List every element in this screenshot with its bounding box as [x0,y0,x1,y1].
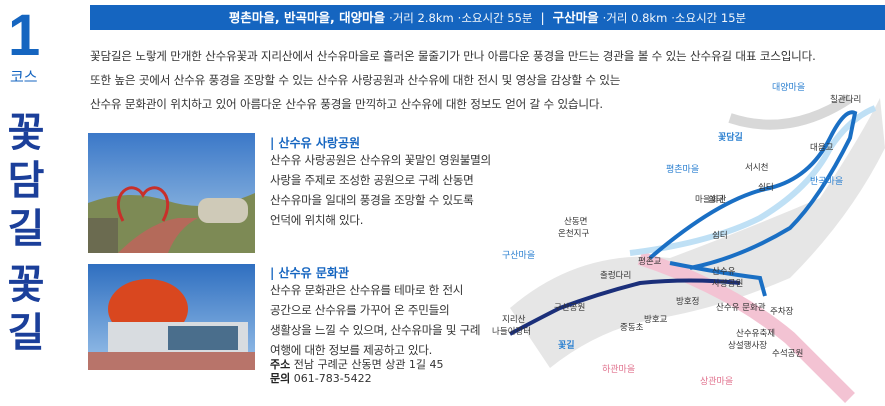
address: 전남 구례군 산동면 상관 1길 45 [293,358,444,371]
photo-museum [88,264,255,370]
map-label: 평촌교 [638,256,662,267]
title-char: 길 [7,205,45,252]
time: ·소요시간 55분 [457,11,533,25]
text-line: 사랑을 주제로 조성한 공원으로 구례 산동면 [270,173,474,187]
route: 평촌마을, 반곡마을, 대양마을 [228,10,386,25]
photo-park [88,133,255,253]
title-char: 길 [7,309,45,356]
map-label: 상설행사장 [728,340,767,351]
intro-line: 또한 높은 곳에서 산수유 풍경을 조망할 수 있는 산수유 사랑공원과 산수유… [90,73,621,87]
section-text: 산수유 문화관은 산수유를 테마로 한 전시 공간으로 산수유를 가꾸어 온 주… [270,280,481,360]
map-label: 칠관다리 [830,94,861,105]
map-label: 서시천 [745,162,768,173]
title-char: 담 [7,157,45,204]
map-label: 반곡마을 [810,176,843,187]
text-line: 공간으로 산수유를 가꾸어 온 주민들의 [270,303,450,317]
map-label: 나들이장터 [492,326,531,337]
route-map: 대양마을칠관다리꽃담길서시천대음교평촌마을마을회관쉼터쉼터반곡마을산동면온천지구… [492,82,885,403]
distance: ·거리 2.8km [389,11,454,25]
title-char: 꽃 [7,109,45,156]
map-label: 쉼터 [708,194,724,205]
map-label: 방호정 [676,296,699,307]
map-label: 사랑공원 [712,278,743,289]
map-label: 마을회관 [695,194,726,205]
contact: 061-783-5422 [293,372,372,385]
section-heading: | 산수유 문화관 [270,266,349,280]
text-line: 산수유 사랑공원은 산수유의 꽃말인 영원불멸의 [270,153,491,167]
map-label: 쉼터 [712,230,728,241]
map-label: 지리산 [502,314,526,325]
intro: 꽃담길은 노랗게 만개한 산수유꽃과 지리산에서 산수유마을로 흘러온 물줄기가… [90,44,816,116]
map-label: 대양마을 [772,82,805,93]
info-bar: 평촌마을, 반곡마을, 대양마을 ·거리 2.8km ·소요시간 55분 | 구… [90,5,885,30]
map-label: 꽃길 [558,339,575,351]
text-line: 산수유마을 일대의 풍경을 조망할 수 있도록 [270,193,474,207]
section-text: 산수유 사랑공원은 산수유의 꽃말인 영원불멸의 사랑을 주제로 조성한 공원으… [270,150,491,230]
map-label: 구산공원 [554,302,585,313]
map-label: 출렁다리 [600,270,631,281]
map-label: 상관마을 [700,376,733,387]
address-block: 주소 전남 구례군 산동면 상관 1길 45 문의 061-783-5422 [270,358,444,386]
distance: ·거리 0.8km [602,11,668,25]
separator: | [540,10,545,25]
map-label: 수석공원 [772,348,803,359]
address-label: 주소 [270,358,291,371]
map-label: 산동면 [564,216,587,227]
map-label: 중동초 [620,323,644,333]
map-label: 하관마을 [602,364,635,375]
title-char: 꽃 [7,261,45,308]
map-label: 온천지구 [558,228,589,239]
route: 구산마을 [552,10,599,25]
map-label: 방호교 [644,314,668,325]
map-label: 산수유 문화관 [716,302,766,313]
course-number: 1 [8,3,40,68]
map-label: 대음교 [810,143,834,153]
text-line: 여행에 대한 정보를 제공하고 있다. [270,343,433,357]
intro-line: 꽃담길은 노랗게 만개한 산수유꽃과 지리산에서 산수유마을로 흘러온 물줄기가… [90,49,816,63]
course-label: 코스 [10,68,38,86]
map-label: 구산마을 [502,250,535,261]
map-label: 산수유 [712,266,736,277]
section-heading: | 산수유 사랑공원 [270,136,361,150]
map-label: 산수유축제 [736,328,775,339]
text-line: 언덕에 위치해 있다. [270,213,364,227]
map-label: 꽃담길 [718,131,743,143]
text-line: 생활상을 느낄 수 있으며, 산수유마을 및 구례 [270,323,481,337]
time: ·소요시간 15분 [671,11,747,25]
map-label: 주차장 [770,306,794,317]
intro-line: 산수유 문화관이 위치하고 있어 아름다운 산수유 풍경을 만끽하고 산수유에 … [90,97,603,111]
contact-label: 문의 [270,372,291,385]
map-label: 평촌마을 [666,164,699,175]
map-label: 쉼터 [758,182,774,193]
text-line: 산수유 문화관은 산수유를 테마로 한 전시 [270,283,464,297]
